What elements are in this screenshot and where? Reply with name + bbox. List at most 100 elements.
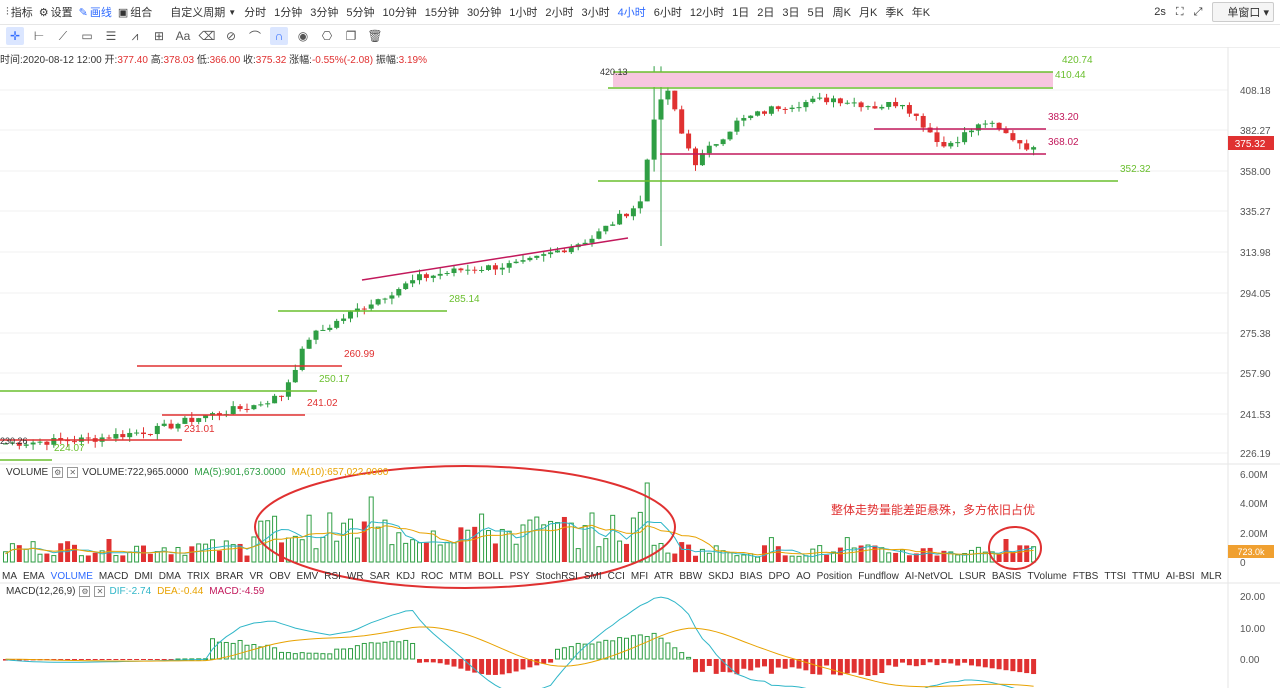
indicator-tab-macd[interactable]: MACD — [98, 570, 129, 582]
grid-icon[interactable]: ⊞ — [153, 29, 165, 43]
copy-icon[interactable]: ❐ — [345, 29, 357, 43]
period-16[interactable]: 5日 — [807, 7, 825, 19]
indicator-tab-position[interactable]: Position — [816, 570, 853, 582]
period-14[interactable]: 2日 — [757, 7, 775, 19]
draw-button[interactable]: ✎ 画线 — [78, 6, 112, 20]
indicator-tab-mfi[interactable]: MFI — [630, 570, 649, 582]
text-icon[interactable]: Aa — [175, 29, 191, 43]
window-mode-button[interactable]: 单窗口 ▾ — [1212, 2, 1274, 22]
eye-icon[interactable]: ◉ — [297, 29, 309, 43]
candle-body — [334, 320, 340, 328]
magnet-icon[interactable]: ∩ — [270, 27, 288, 45]
indicator-tab-fundflow[interactable]: Fundflow — [858, 570, 899, 582]
indicator-tab-wr[interactable]: WR — [346, 570, 364, 582]
volume-bar — [154, 551, 160, 563]
period-6[interactable]: 30分钟 — [467, 7, 502, 19]
indicator-tab-obv[interactable]: OBV — [269, 570, 291, 582]
crosshair-icon[interactable]: ✛ — [6, 27, 24, 45]
indicator-tab-atr[interactable]: ATR — [654, 570, 674, 582]
indicator-tab-rsi[interactable]: RSI — [324, 570, 341, 582]
settings-icon[interactable]: ⚙ — [52, 467, 64, 478]
period-19[interactable]: 季K — [885, 7, 904, 19]
indicator-tab-bbw[interactable]: BBW — [679, 570, 703, 582]
period-11[interactable]: 6小时 — [653, 7, 682, 19]
macd-bar — [396, 641, 402, 660]
ruler-icon[interactable]: ⌒ — [248, 29, 261, 44]
indicator-tab-ttmu[interactable]: TTMU — [1132, 570, 1160, 582]
period-9[interactable]: 3小时 — [581, 7, 610, 19]
indicator-tab-stochrsi[interactable]: StochRSI — [535, 570, 578, 582]
indicator-tab-bias[interactable]: BIAS — [739, 570, 763, 582]
trash-icon[interactable]: 🗑 — [367, 29, 383, 43]
period-13[interactable]: 1日 — [732, 7, 750, 19]
fib-icon[interactable]: ☰ — [105, 29, 117, 43]
indicator-tab-ai-bsi[interactable]: AI-BSI — [1165, 570, 1195, 582]
lock-icon[interactable]: ⎔ — [321, 29, 333, 43]
indicator-tab-cci[interactable]: CCI — [607, 570, 625, 582]
indicator-tab-ftbs[interactable]: FTBS — [1072, 570, 1099, 582]
indicator-tab-roc[interactable]: ROC — [421, 570, 444, 582]
close-icon[interactable]: ✕ — [67, 467, 79, 478]
indicator-tab-brar[interactable]: BRAR — [215, 570, 244, 582]
indicator-tab-boll[interactable]: BOLL — [478, 570, 504, 582]
macd-header: MACD(12,26,9) ⚙ ✕ DIF:-2.74 DEA:-0.44 MA… — [6, 586, 265, 597]
period-20[interactable]: 年K — [911, 7, 931, 19]
indicator-tab-sar[interactable]: SAR — [369, 570, 391, 582]
indicator-tab-emv[interactable]: EMV — [296, 570, 319, 582]
custom-period-dropdown[interactable]: 自定义周期 ▼ — [170, 7, 237, 19]
indicator-tab-lsur[interactable]: LSUR — [959, 570, 986, 582]
indicator-tab-dmi[interactable]: DMI — [134, 570, 153, 582]
period-8[interactable]: 2小时 — [545, 7, 574, 19]
period-0[interactable]: 分时 — [244, 7, 267, 19]
period-7[interactable]: 1小时 — [509, 7, 538, 19]
indicator-tab-ai-netvol[interactable]: AI-NetVOL — [904, 570, 954, 582]
combine-button[interactable]: ▣ 组合 — [117, 6, 153, 20]
indicator-tab-skdj[interactable]: SKDJ — [708, 570, 734, 582]
fullscreen-icon[interactable]: ⛶ — [1175, 5, 1184, 18]
period-10[interactable]: 4小时 — [617, 7, 646, 19]
indicator-tab-mlr[interactable]: MLR — [1200, 570, 1222, 582]
indicator-tab-vr[interactable]: VR — [249, 570, 264, 582]
indicator-tab-ma[interactable]: MA — [2, 570, 17, 582]
period-4[interactable]: 10分钟 — [382, 7, 417, 19]
highlight-ellipse — [254, 465, 676, 589]
indicator-tab-tvolume[interactable]: TVolume — [1027, 570, 1067, 582]
settings-button[interactable]: ⚙ 设置 — [38, 6, 73, 20]
period-3[interactable]: 5分钟 — [346, 7, 375, 19]
rectangle-icon[interactable]: ▭ — [81, 29, 93, 43]
period-18[interactable]: 月K — [859, 7, 878, 19]
indicator-tab-dma[interactable]: DMA — [158, 570, 181, 582]
close-icon[interactable]: ✕ — [94, 586, 106, 597]
indicator-tab-trix[interactable]: TRIX — [186, 570, 210, 582]
indicator-tab-kdj[interactable]: KDJ — [396, 570, 416, 582]
indicator-button[interactable]: ⫶ 指标 — [6, 5, 33, 20]
candle-body — [789, 107, 795, 110]
settings-icon[interactable]: ⚙ — [79, 586, 91, 597]
indicator-tab-psy[interactable]: PSY — [509, 570, 530, 582]
indicator-tab-smi[interactable]: SMI — [583, 570, 602, 582]
indicator-tab-ema[interactable]: EMA — [23, 570, 45, 582]
wave-icon[interactable]: ⩘ — [131, 28, 139, 43]
resistance-zone — [613, 72, 1053, 87]
period-17[interactable]: 周K — [832, 7, 852, 19]
period-12[interactable]: 12小时 — [689, 7, 725, 19]
period-15[interactable]: 3日 — [782, 7, 800, 19]
refresh-interval[interactable]: 2s — [1154, 6, 1166, 18]
indicator-tab-ttsi[interactable]: TTSI — [1104, 570, 1127, 582]
volume-bar — [741, 554, 747, 563]
indicator-tab-dpo[interactable]: DPO — [768, 570, 791, 582]
indicator-tab-basis[interactable]: BASIS — [991, 570, 1022, 582]
horizontal-line-icon[interactable]: ⊢ — [33, 29, 45, 43]
period-5[interactable]: 15分钟 — [424, 7, 460, 19]
period-1[interactable]: 1分钟 — [274, 7, 303, 19]
trend-line-icon[interactable]: ⟋ — [58, 28, 68, 43]
expand-icon[interactable]: ⤢ — [1193, 5, 1203, 18]
indicator-tab-volume[interactable]: VOLUME — [50, 570, 93, 582]
indicator-tab-mtm[interactable]: MTM — [449, 570, 473, 582]
link-icon[interactable]: ⊘ — [225, 29, 237, 43]
erase-icon[interactable]: ⌫ — [198, 29, 216, 43]
volume-bar — [541, 524, 547, 563]
period-2[interactable]: 3分钟 — [310, 7, 339, 19]
indicator-tab-ao[interactable]: AO — [796, 570, 811, 582]
